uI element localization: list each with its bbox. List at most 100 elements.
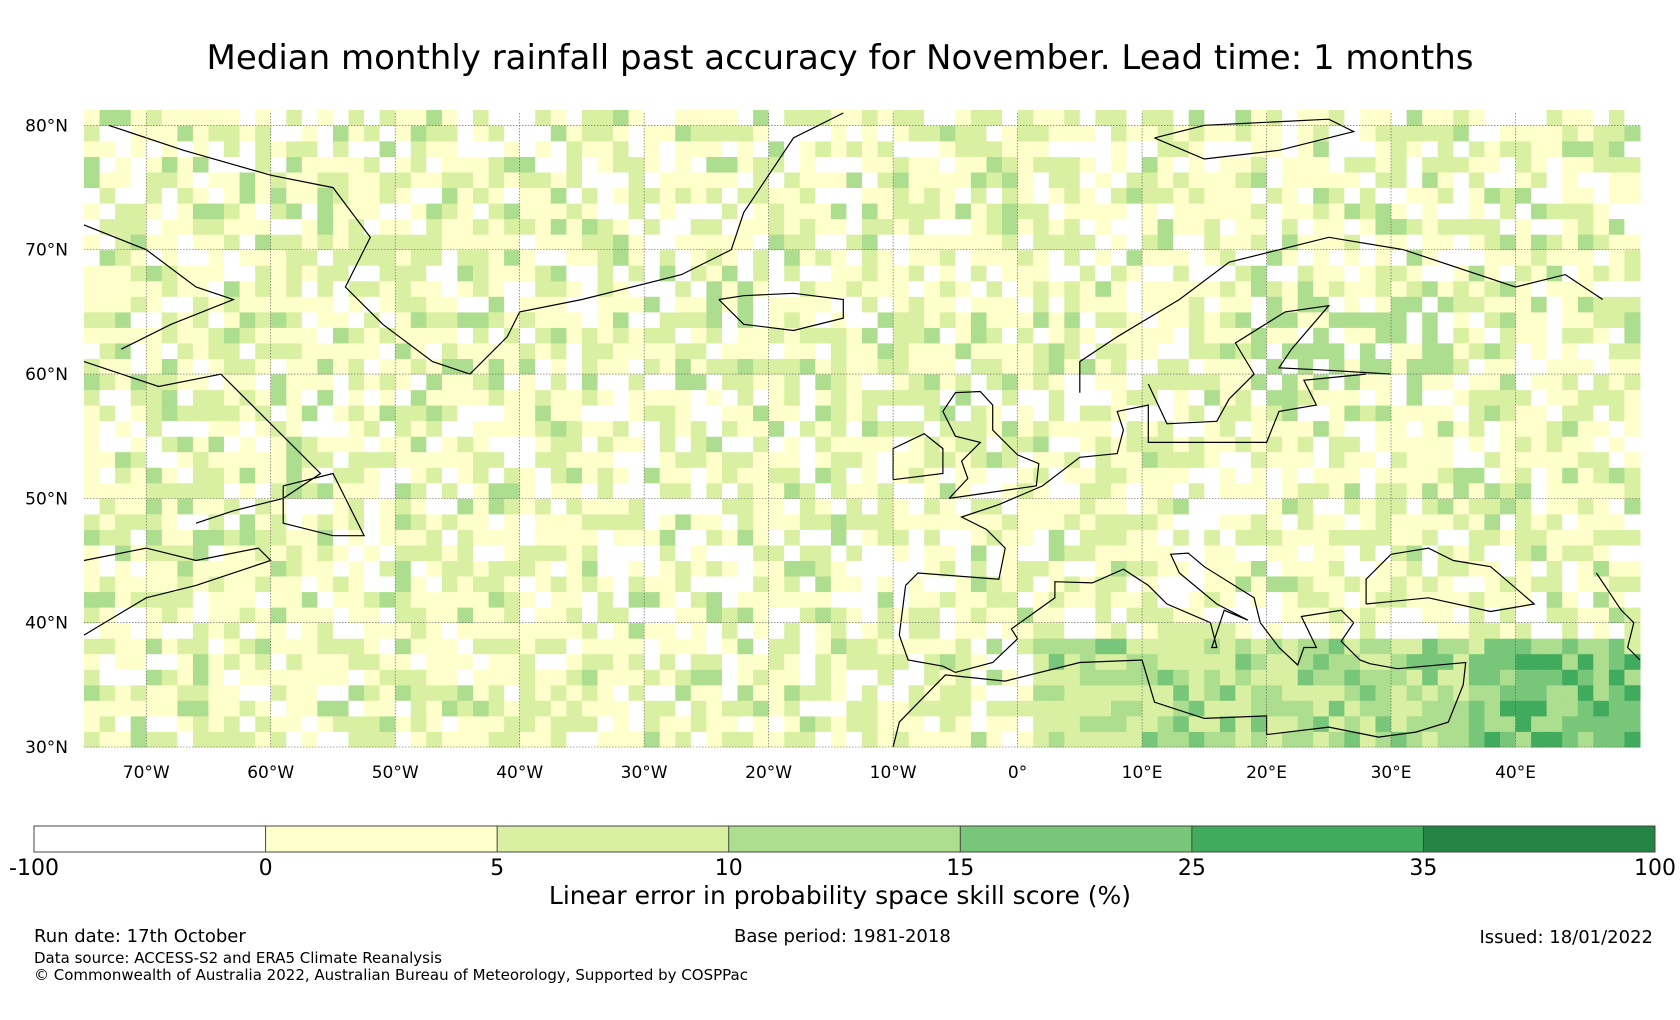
grid-cell bbox=[410, 653, 427, 670]
grid-cell bbox=[1064, 218, 1081, 235]
grid-cell bbox=[1157, 187, 1174, 204]
grid-cell bbox=[457, 451, 474, 468]
grid-cell bbox=[659, 249, 676, 266]
grid-cell bbox=[473, 669, 490, 686]
grid-cell bbox=[519, 343, 536, 359]
grid-cell bbox=[504, 389, 521, 406]
grid-cell bbox=[504, 622, 521, 639]
grid-cell bbox=[1546, 700, 1563, 717]
grid-cell bbox=[270, 109, 287, 126]
grid-cell bbox=[473, 684, 490, 701]
grid-cell bbox=[301, 669, 318, 686]
grid-cell bbox=[753, 374, 770, 391]
grid-cell bbox=[84, 187, 101, 204]
grid-cell bbox=[597, 451, 614, 468]
grid-cell bbox=[1095, 545, 1112, 561]
grid-cell bbox=[1282, 607, 1299, 624]
grid-cell bbox=[644, 607, 661, 624]
grid-cell bbox=[1204, 607, 1221, 624]
grid-cell bbox=[893, 529, 910, 546]
grid-cell bbox=[317, 715, 334, 732]
grid-cell bbox=[1531, 358, 1548, 375]
grid-cell bbox=[908, 451, 925, 468]
grid-cell bbox=[301, 374, 318, 391]
grid-cell bbox=[799, 125, 816, 142]
grid-cell bbox=[1608, 607, 1625, 624]
grid-cell bbox=[737, 576, 754, 593]
grid-cell bbox=[1593, 249, 1610, 266]
grid-cell bbox=[659, 420, 676, 437]
grid-cell bbox=[784, 545, 801, 561]
grid-cell bbox=[317, 405, 334, 422]
grid-cell bbox=[1344, 482, 1361, 499]
grid-cell bbox=[1577, 482, 1594, 499]
grid-cell bbox=[659, 622, 676, 639]
grid-cell bbox=[1235, 234, 1252, 251]
grid-cell bbox=[986, 482, 1003, 499]
grid-cell bbox=[862, 265, 879, 282]
grid-cell bbox=[239, 545, 256, 561]
grid-cell bbox=[1017, 653, 1034, 670]
grid-cell bbox=[706, 405, 723, 422]
grid-cell bbox=[177, 638, 194, 655]
grid-cell bbox=[1515, 436, 1532, 453]
grid-cell bbox=[659, 560, 676, 577]
grid-cell bbox=[130, 265, 147, 282]
grid-cell bbox=[457, 187, 474, 204]
grid-cell bbox=[1344, 218, 1361, 235]
grid-cell bbox=[970, 218, 987, 235]
grid-cell bbox=[1079, 576, 1096, 593]
grid-cell bbox=[348, 156, 365, 173]
grid-cell bbox=[1251, 265, 1268, 282]
grid-cell bbox=[1500, 141, 1517, 157]
grid-cell bbox=[1593, 125, 1610, 142]
grid-cell bbox=[333, 700, 350, 717]
grid-cell bbox=[1266, 172, 1283, 188]
grid-cell bbox=[877, 653, 894, 670]
grid-cell bbox=[84, 715, 101, 732]
grid-cell bbox=[908, 498, 925, 515]
grid-cell bbox=[504, 482, 521, 499]
grid-cell bbox=[1577, 311, 1594, 328]
grid-cell bbox=[908, 265, 925, 282]
lat-tick-label: 60°N bbox=[25, 365, 68, 385]
grid-cell bbox=[146, 451, 163, 468]
grid-cell bbox=[1344, 141, 1361, 157]
grid-cell bbox=[1453, 576, 1470, 593]
grid-cell bbox=[1406, 560, 1423, 577]
grid-cell bbox=[286, 218, 303, 235]
grid-cell bbox=[1608, 218, 1625, 235]
grid-cell bbox=[1624, 715, 1641, 732]
grid-cell bbox=[317, 343, 334, 359]
grid-cell bbox=[846, 218, 863, 235]
grid-cell bbox=[255, 343, 272, 359]
grid-cell bbox=[1219, 436, 1236, 453]
grid-cell bbox=[1624, 125, 1641, 142]
grid-cell bbox=[535, 296, 552, 313]
grid-cell bbox=[830, 684, 847, 701]
grid-cell bbox=[473, 405, 490, 422]
grid-cell bbox=[1422, 172, 1439, 188]
grid-cell bbox=[208, 420, 225, 437]
grid-cell bbox=[1095, 265, 1112, 282]
grid-cell bbox=[146, 374, 163, 391]
grid-cell bbox=[1359, 576, 1376, 593]
grid-cell bbox=[1188, 389, 1205, 406]
grid-cell bbox=[99, 389, 116, 406]
grid-cell bbox=[737, 731, 754, 748]
grid-cell bbox=[1359, 311, 1376, 328]
grid-cell bbox=[799, 560, 816, 577]
grid-cell bbox=[675, 669, 692, 686]
grid-cell bbox=[1002, 311, 1019, 328]
grid-cell bbox=[722, 187, 739, 204]
grid-cell bbox=[768, 482, 785, 499]
grid-cell bbox=[286, 467, 303, 484]
grid-cell bbox=[301, 513, 318, 530]
grid-cell bbox=[644, 343, 661, 359]
grid-cell bbox=[1375, 591, 1392, 608]
grid-cell bbox=[955, 389, 972, 406]
grid-cell bbox=[1437, 249, 1454, 266]
grid-cell bbox=[177, 109, 194, 126]
grid-cell bbox=[286, 234, 303, 251]
grid-cell bbox=[1297, 545, 1314, 561]
